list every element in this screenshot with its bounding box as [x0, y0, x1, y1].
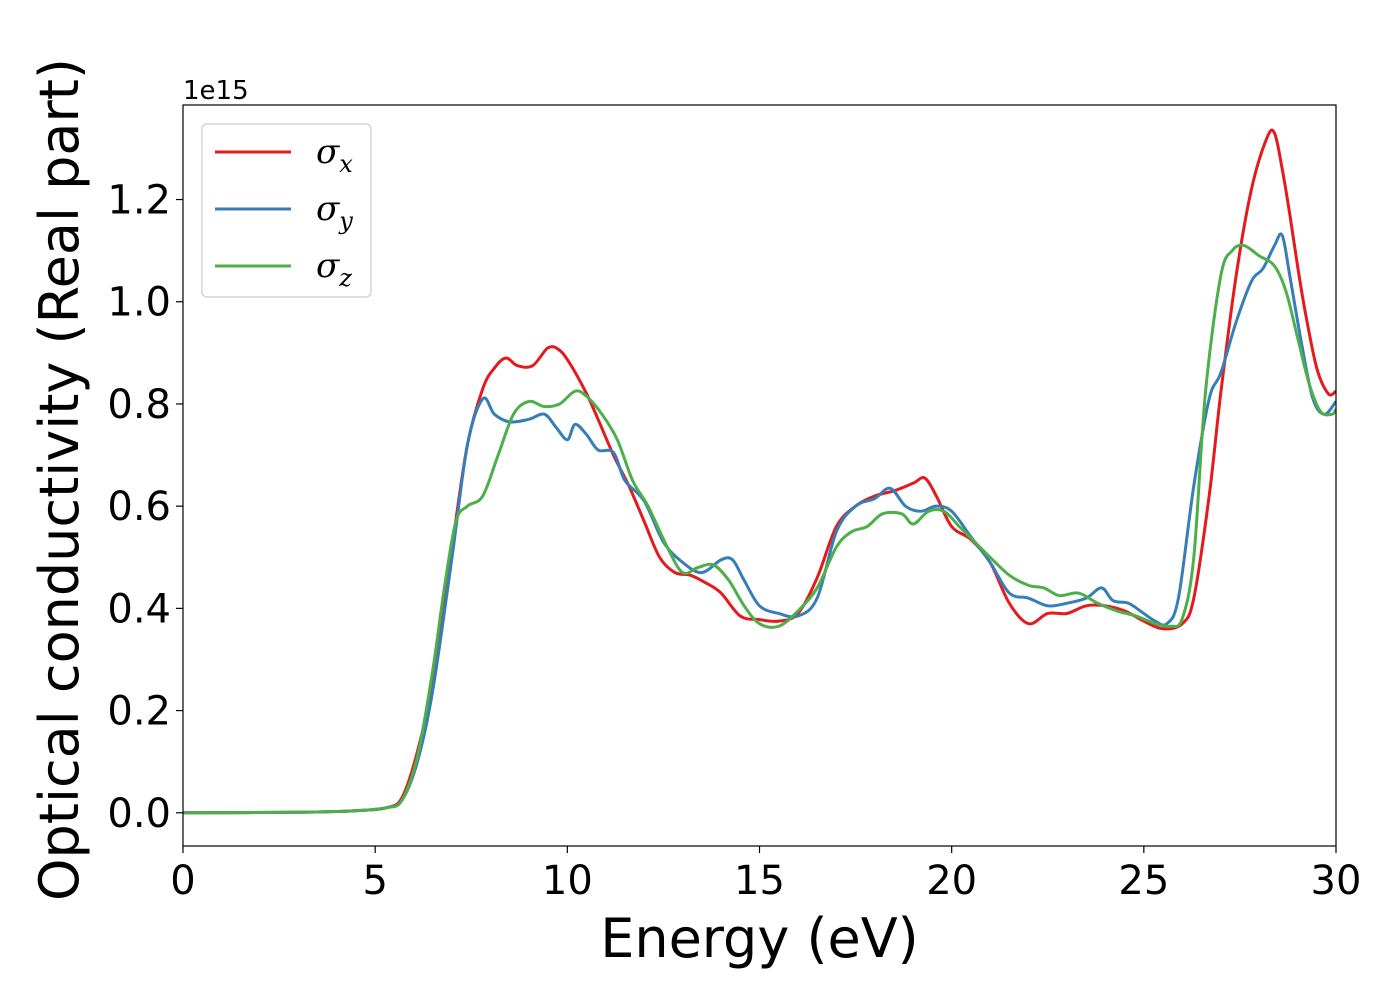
x-tick-label: 30: [1311, 858, 1362, 904]
y-tick-label: 0.4: [107, 586, 171, 632]
x-tick-label: 25: [1118, 858, 1169, 904]
y-tick-label: 1.2: [107, 178, 171, 224]
x-tick-label: 5: [362, 858, 387, 904]
y-tick-label: 1.0: [107, 280, 171, 326]
y-tick-label: 0.2: [107, 689, 171, 735]
plot-lines: [183, 128, 1336, 815]
y-tick-label: 0.6: [107, 484, 171, 530]
legend-label-z: σz: [316, 246, 352, 292]
x-axis-ticks: 0 5 10 15 20 25 30: [170, 846, 1361, 904]
series-line-y: [183, 232, 1336, 815]
y-axis-title: Optical conductivity (Real part): [28, 58, 91, 901]
y-tick-label: 0.0: [107, 791, 171, 837]
y-axis-offset-text: 1e15: [183, 76, 249, 106]
x-tick-label: 20: [926, 858, 977, 904]
y-axis-ticks: 0.0 0.2 0.4 0.6 0.8 1.0 1.2: [107, 178, 183, 837]
x-tick-label: 10: [542, 858, 593, 904]
x-tick-label: 0: [170, 858, 195, 904]
x-axis-title: Energy (eV): [600, 907, 919, 970]
x-tick-label: 15: [734, 858, 785, 904]
series-line-z: [183, 243, 1336, 815]
y-tick-label: 0.8: [107, 382, 171, 428]
